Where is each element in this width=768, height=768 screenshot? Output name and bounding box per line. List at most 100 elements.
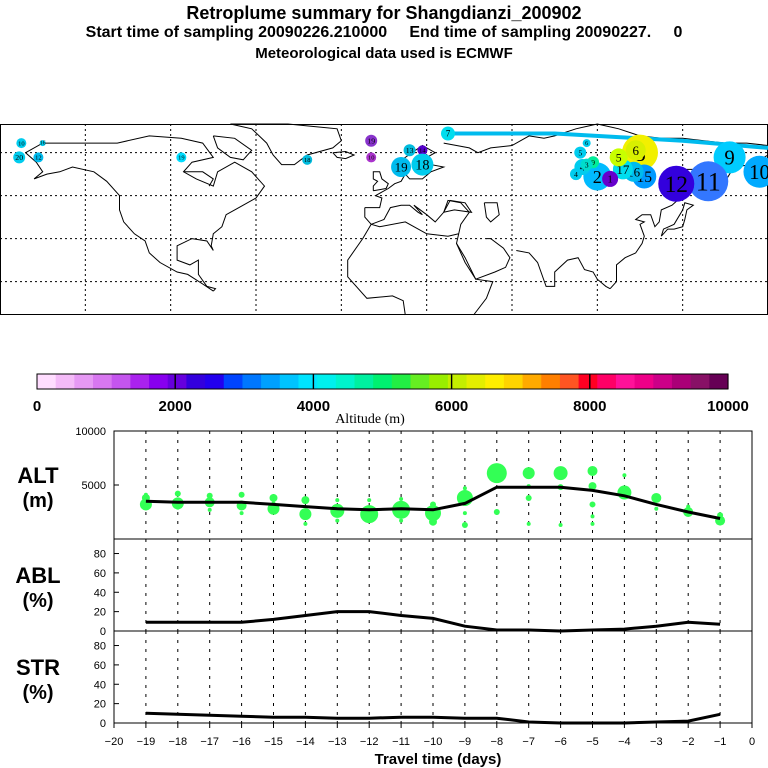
colorbar-swatch: [597, 374, 617, 389]
cluster-circle: [602, 170, 619, 187]
alt-point: [143, 492, 148, 497]
cluster-label: 6: [585, 141, 588, 147]
y-tick-label: 20: [94, 607, 106, 619]
cluster-label: 12: [665, 172, 688, 198]
cluster-circle: [574, 146, 587, 159]
colorbar-tick-label: 4000: [297, 398, 330, 415]
x-tick-label: −7: [522, 736, 535, 748]
cluster-marker: 20: [13, 151, 26, 164]
coastline: [212, 135, 253, 161]
alt-point: [206, 492, 213, 499]
alt-point: [587, 465, 598, 476]
alt-point: [588, 482, 597, 491]
colorbar-swatch: [615, 374, 636, 389]
colorbar-tick-label: 0: [33, 398, 41, 415]
coastline: [347, 224, 406, 316]
cluster-circle: [688, 161, 729, 202]
coastline: [364, 199, 470, 234]
cluster-circle: [16, 138, 27, 149]
coastline: [456, 238, 511, 280]
y-tick-label: 20: [94, 699, 106, 711]
coastline: [660, 202, 695, 237]
alt-point: [303, 521, 308, 526]
cluster-label: 7: [446, 129, 451, 139]
colorbar-swatch: [709, 374, 729, 389]
alt-point: [651, 492, 662, 503]
colorbar-swatch: [74, 374, 94, 389]
cluster-label: 18: [415, 158, 429, 174]
cluster-marker: 18: [302, 154, 313, 165]
map-panel: 7891011121314151617181924561919181020121…: [0, 123, 768, 316]
str-panel: 80 60 40 20 0 STR(%): [16, 630, 753, 730]
alt-point: [522, 467, 535, 480]
cluster-circle: [411, 153, 434, 176]
colorbar-swatch: [466, 374, 486, 389]
cluster-label: 2: [593, 167, 602, 187]
colorbar-swatch: [354, 374, 374, 389]
cluster-marker: 19: [176, 152, 187, 163]
y-tick-label: 0: [100, 718, 106, 730]
colorbar-swatch: [55, 374, 75, 389]
cluster-circle: [625, 140, 646, 161]
x-tick-label: −12: [360, 736, 379, 748]
alt-point: [622, 473, 627, 478]
str-label: STR: [16, 655, 60, 680]
colorbar-swatch: [279, 374, 300, 389]
alt-unit: (m): [22, 490, 53, 512]
cluster-circle: [176, 152, 187, 163]
cluster-label: 11: [696, 167, 721, 196]
colorbar-swatch: [242, 374, 262, 389]
alt-point: [462, 511, 467, 516]
colorbar-axis-label: Altitude (m): [335, 412, 405, 427]
cluster-circle: [743, 155, 768, 188]
colorbar-swatch: [391, 374, 412, 389]
cluster-marker: 6: [625, 140, 646, 161]
colorbar-swatch: [541, 374, 561, 389]
colorbar-swatch: [223, 374, 244, 389]
colorbar-swatch: [447, 374, 468, 389]
x-tick-label: −6: [554, 736, 567, 748]
alt-point: [239, 511, 244, 516]
cluster-label: 1: [608, 175, 613, 186]
cluster-circle: [658, 165, 695, 202]
cluster-circle: [582, 139, 591, 148]
y-tick-label: 0: [100, 626, 106, 638]
alt-point: [462, 486, 467, 491]
coastline: [372, 171, 389, 192]
alt-label: ALT: [17, 463, 59, 488]
cluster-circle: [441, 126, 455, 141]
x-tick-label: −18: [168, 736, 187, 748]
alt-point: [367, 498, 372, 503]
colorbar-tick-label: 8000: [573, 398, 606, 415]
alt-point: [590, 514, 595, 519]
alt-point: [238, 491, 245, 498]
x-tick-label: −16: [232, 736, 251, 748]
x-tick-label: −20: [105, 736, 124, 748]
colorbar-swatch: [186, 374, 206, 389]
alt-point: [301, 496, 310, 505]
x-axis-label: Travel time (days): [375, 751, 502, 768]
cluster-circle: [39, 140, 46, 147]
alt-point: [175, 505, 180, 510]
alt-point: [525, 494, 532, 501]
cluster-marker: 16: [39, 140, 46, 147]
x-tick-label: −15: [264, 736, 283, 748]
cluster-marker: 5: [609, 148, 628, 167]
cluster-marker: 14: [417, 145, 428, 156]
cluster-marker: 12: [33, 152, 44, 163]
alt-point: [461, 521, 468, 528]
colorbar-frame: [36, 373, 729, 390]
cluster-label: 14: [419, 148, 426, 155]
alt-point: [335, 498, 340, 503]
cluster-marker: 1: [602, 170, 619, 187]
cluster-marker: 11: [688, 161, 729, 202]
colorbar-swatch: [111, 374, 131, 389]
x-tick-label: −17: [200, 736, 219, 748]
alt-point: [399, 518, 404, 523]
alt-point: [526, 521, 531, 526]
cluster-marker: 4: [570, 168, 582, 181]
cluster-circle: [609, 148, 628, 167]
cluster-circle: [713, 141, 746, 174]
alt-point: [430, 501, 436, 508]
colorbar-swatch: [317, 374, 337, 389]
